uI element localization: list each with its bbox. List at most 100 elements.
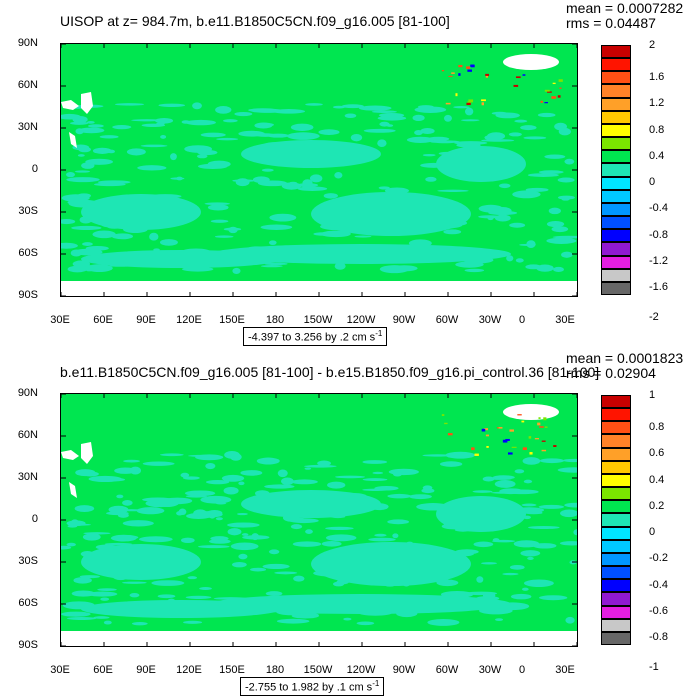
colorbar-swatch: [601, 526, 631, 540]
field-patch: [86, 120, 95, 124]
field-patch: [238, 553, 248, 560]
field-patch: [484, 134, 502, 141]
field-patch: [236, 512, 248, 516]
y-tick-label: 60N: [17, 429, 38, 441]
colorbar-swatch: [601, 579, 631, 593]
field-patch: [425, 176, 437, 182]
x-tick-label: 90E: [136, 314, 156, 326]
field-speck: [458, 73, 461, 76]
field-patch: [508, 132, 522, 137]
field-patch: [276, 618, 310, 624]
field-speck: [552, 82, 556, 85]
field-patch: [268, 240, 277, 246]
x-tick-label: 30E: [50, 664, 70, 676]
colorbar-label: 0: [649, 176, 656, 189]
field-speck: [528, 436, 532, 439]
colorbar-swatch: [601, 110, 631, 124]
field-patch: [74, 170, 91, 173]
x-tick-label: 0: [518, 664, 526, 676]
field-patch: [223, 486, 239, 495]
colorbar-swatch: [601, 189, 631, 203]
field-patch: [66, 542, 76, 547]
field-patch: [205, 463, 216, 470]
field-patch: [97, 588, 117, 591]
field-speck: [543, 417, 547, 421]
field-patch: [240, 470, 263, 476]
colorbar-swatch: [601, 71, 631, 85]
field-patch: [514, 119, 528, 123]
field-patch: [482, 476, 495, 482]
field-patch: [523, 479, 533, 484]
field-patch: [455, 261, 484, 268]
range-text: -4.397 to 3.256 by .2 cm s: [248, 331, 376, 344]
x-tick-label: 30W: [478, 664, 502, 676]
y-tick-label: 30S: [18, 205, 38, 217]
field-patch: [93, 182, 126, 187]
field-patch: [522, 457, 541, 465]
field-patch: [122, 500, 133, 506]
range-unit-exponent: -1: [372, 679, 380, 688]
y-tick-label: 90N: [17, 37, 38, 49]
x-tick-label: 30W: [478, 314, 502, 326]
field-patch: [136, 507, 165, 515]
colorbar-swatch: [601, 539, 631, 553]
field-speck: [484, 428, 489, 431]
field-patch: [264, 484, 295, 489]
field-patch: [304, 464, 337, 468]
colorbar: 2 1.6 1.2 0.8 0.4 0 -0.4 -0.8 -1.2 -1.6 -2: [601, 39, 681, 323]
field-patch: [276, 181, 284, 184]
field-patch: [564, 502, 577, 508]
colorbar-swatch: [601, 242, 631, 256]
field-patch: [269, 213, 297, 222]
colorbar-swatch: [601, 163, 631, 177]
field-patch: [151, 580, 185, 586]
mean-label: mean = 0.0001823: [566, 350, 684, 366]
field-speck: [559, 87, 562, 89]
field-patch: [181, 266, 214, 272]
field-patch: [499, 488, 524, 495]
field-patch: [71, 590, 96, 597]
field-patch: [436, 579, 459, 587]
field-speck: [553, 445, 557, 447]
field-patch: [238, 481, 245, 486]
colorbar-swatch: [601, 618, 631, 632]
land-mask: [61, 100, 79, 110]
colorbar-swatch: [601, 123, 631, 138]
field-patch: [325, 534, 357, 542]
field-patch: [510, 593, 532, 600]
field-patch: [216, 137, 239, 141]
colorbar-swatch: [601, 447, 631, 461]
field-patch: [437, 189, 469, 192]
field-patch: [557, 177, 575, 183]
field-patch: [193, 509, 208, 517]
field-patch: [443, 229, 462, 235]
colorbar-label: 0: [649, 526, 656, 539]
field-patch: [523, 579, 554, 588]
field-patch: [100, 597, 110, 601]
field-patch: [82, 242, 93, 246]
land-mask: [69, 132, 77, 148]
field-patch: [199, 587, 212, 590]
colorbar-swatch: [601, 150, 631, 164]
field-patch: [409, 494, 432, 500]
field-patch: [274, 571, 298, 575]
field-patch: [305, 103, 323, 106]
colorbar-label: -0.8: [649, 631, 668, 644]
field-speck: [441, 70, 445, 72]
colorbar-label: -2: [649, 310, 659, 323]
field-speck: [522, 74, 526, 76]
field-patch: [356, 621, 375, 626]
field-patch: [277, 469, 288, 478]
field-patch: [178, 508, 187, 516]
field-speck: [451, 72, 455, 74]
field-patch: [494, 214, 511, 222]
colorbar-swatch: [601, 487, 631, 501]
field-patch: [443, 114, 452, 122]
field-patch: [551, 226, 569, 233]
field-patch: [539, 458, 565, 464]
colorbar-swatch: [601, 566, 631, 580]
colorbar-label: -0.4: [649, 202, 668, 215]
field-patch: [230, 453, 242, 461]
field-patch: [66, 616, 97, 620]
y-tick-label: 90S: [18, 639, 38, 651]
